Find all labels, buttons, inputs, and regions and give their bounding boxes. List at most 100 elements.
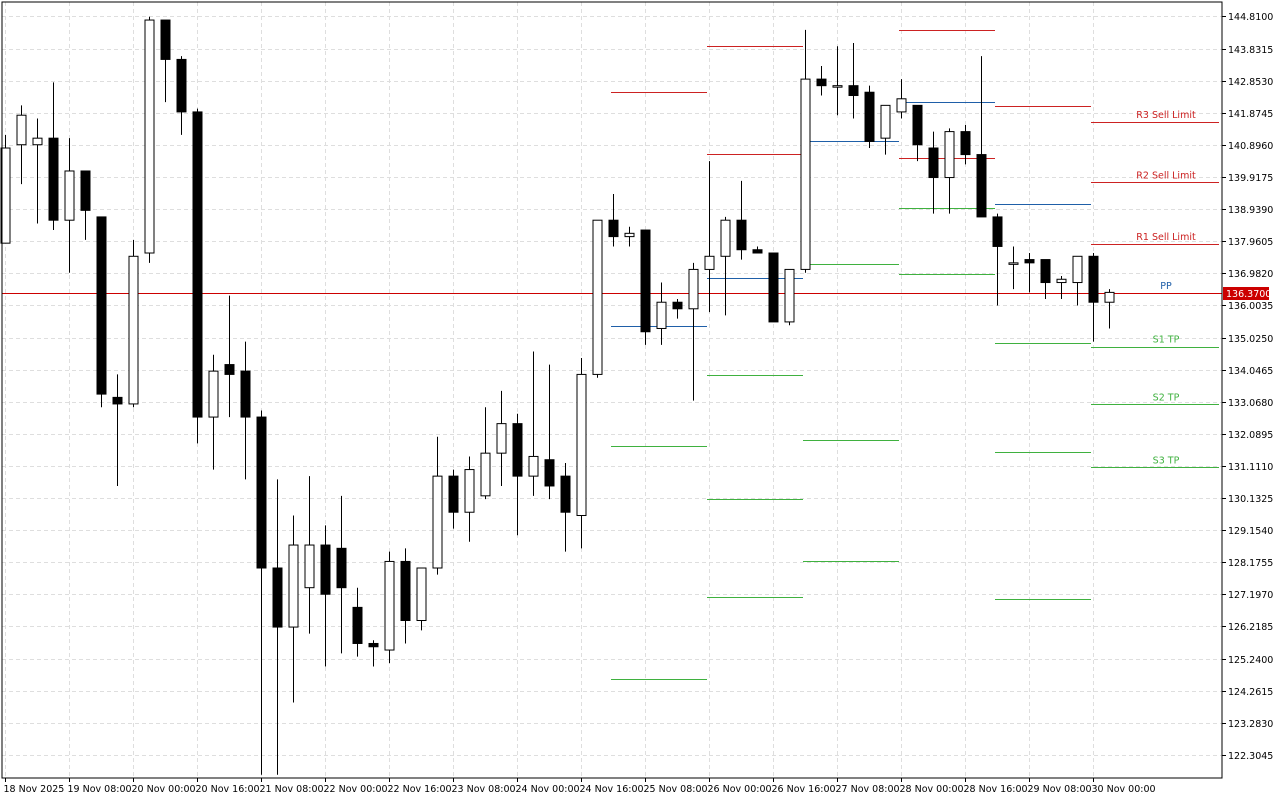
candle-body xyxy=(320,544,331,595)
candle xyxy=(816,65,827,96)
candle-body xyxy=(160,19,171,60)
candle xyxy=(1040,259,1051,299)
candle-body xyxy=(800,78,811,270)
candle-body xyxy=(912,104,923,146)
level-label: S3 TP xyxy=(1153,455,1180,466)
candle xyxy=(304,476,315,634)
candle-body xyxy=(368,642,379,648)
level-label: S2 TP xyxy=(1153,392,1180,403)
candle xyxy=(768,252,779,323)
candle-body xyxy=(1024,259,1035,264)
candle-body xyxy=(880,104,891,139)
x-tick-label: 30 Nov 00:00 xyxy=(1092,784,1156,795)
candle xyxy=(496,390,507,486)
candle-body xyxy=(784,268,795,323)
x-tick-label: 29 Nov 08:00 xyxy=(1028,784,1092,795)
candle-body xyxy=(848,85,859,97)
y-tick-label: 138.9390 xyxy=(1228,205,1273,216)
candle xyxy=(0,134,11,244)
candle-body xyxy=(704,255,715,270)
candle xyxy=(624,226,635,247)
y-tick-label: 137.9605 xyxy=(1228,237,1273,248)
candle-body xyxy=(1072,255,1083,284)
x-tick-label: 27 Nov 08:00 xyxy=(836,784,900,795)
candle-body xyxy=(208,370,219,418)
level-label: S1 TP xyxy=(1153,335,1180,346)
candle xyxy=(592,219,603,378)
candle xyxy=(736,180,747,260)
candle xyxy=(752,246,763,254)
y-tick-label: 134.0465 xyxy=(1228,366,1273,377)
candle-body xyxy=(384,560,395,651)
candle xyxy=(656,282,667,345)
level-label: R3 Sell Limit xyxy=(1136,110,1196,121)
y-tick-label: 140.8960 xyxy=(1228,141,1273,152)
candle xyxy=(560,463,571,552)
candle xyxy=(32,118,43,224)
y-tick-label: 136.0035 xyxy=(1228,301,1273,312)
candle xyxy=(16,105,27,185)
candle-body xyxy=(688,268,699,310)
y-tick-label: 144.8100 xyxy=(1228,12,1273,23)
candle-body xyxy=(576,373,587,517)
x-tick-label: 22 Nov 00:00 xyxy=(324,784,388,795)
candle xyxy=(1008,246,1019,290)
candle xyxy=(848,43,859,119)
candle xyxy=(224,295,235,418)
candle-body xyxy=(272,567,283,628)
candle xyxy=(240,341,251,480)
x-tick-label: 28 Nov 00:00 xyxy=(900,784,964,795)
level-label: R1 Sell Limit xyxy=(1136,232,1196,243)
candle-body xyxy=(736,219,747,251)
level-labels: R3 Sell Limit R2 Sell Limit R1 Sell Limit P… xyxy=(1136,110,1196,466)
candle-body xyxy=(624,232,635,238)
x-tick-label: 26 Nov 16:00 xyxy=(772,784,836,795)
y-tick-label: 124.2615 xyxy=(1228,687,1273,698)
x-tick-label: 20 Nov 16:00 xyxy=(196,784,260,795)
candle-body xyxy=(896,98,907,113)
y-tick-label: 143.8315 xyxy=(1228,45,1273,56)
candle-body xyxy=(1104,291,1115,303)
candle-body xyxy=(960,131,971,156)
candle-body xyxy=(496,423,507,454)
candle xyxy=(336,495,347,654)
x-tick-label: 24 Nov 16:00 xyxy=(580,784,644,795)
y-tick-label: 123.2830 xyxy=(1228,719,1273,730)
candle xyxy=(800,29,811,273)
x-tick-label: 21 Nov 08:00 xyxy=(260,784,324,795)
y-tick-label: 132.0895 xyxy=(1228,430,1273,441)
candle xyxy=(112,374,123,486)
candle xyxy=(640,229,651,345)
candle xyxy=(896,79,907,119)
candle-body xyxy=(656,301,667,329)
candle-body xyxy=(592,219,603,375)
candle-body xyxy=(192,111,203,418)
candle xyxy=(208,354,219,470)
candle xyxy=(720,216,731,316)
candle-body xyxy=(528,455,539,477)
candle-body xyxy=(1040,259,1051,284)
candle-body xyxy=(816,78,827,87)
candle xyxy=(384,551,395,664)
current-price-tag xyxy=(1223,287,1269,300)
x-tick-label: 22 Nov 16:00 xyxy=(388,784,452,795)
candle-body xyxy=(752,249,763,254)
candle-body xyxy=(288,544,299,628)
x-tick-label: 26 Nov 00:00 xyxy=(708,784,772,795)
candle-body xyxy=(256,416,267,569)
candle xyxy=(80,170,91,240)
x-tick-label: 25 Nov 08:00 xyxy=(644,784,708,795)
candle xyxy=(704,161,715,313)
candle-body xyxy=(864,91,875,142)
candle xyxy=(928,131,939,214)
candle-body xyxy=(432,475,443,569)
candle xyxy=(480,407,491,500)
y-tick-label: 122.3045 xyxy=(1228,751,1273,762)
candle xyxy=(512,413,523,536)
candle xyxy=(400,548,411,644)
x-tick-label: 24 Nov 00:00 xyxy=(516,784,580,795)
x-tick-label: 23 Nov 08:00 xyxy=(452,784,516,795)
y-tick-label: 130.1325 xyxy=(1228,494,1273,505)
candle-body xyxy=(992,216,1003,247)
